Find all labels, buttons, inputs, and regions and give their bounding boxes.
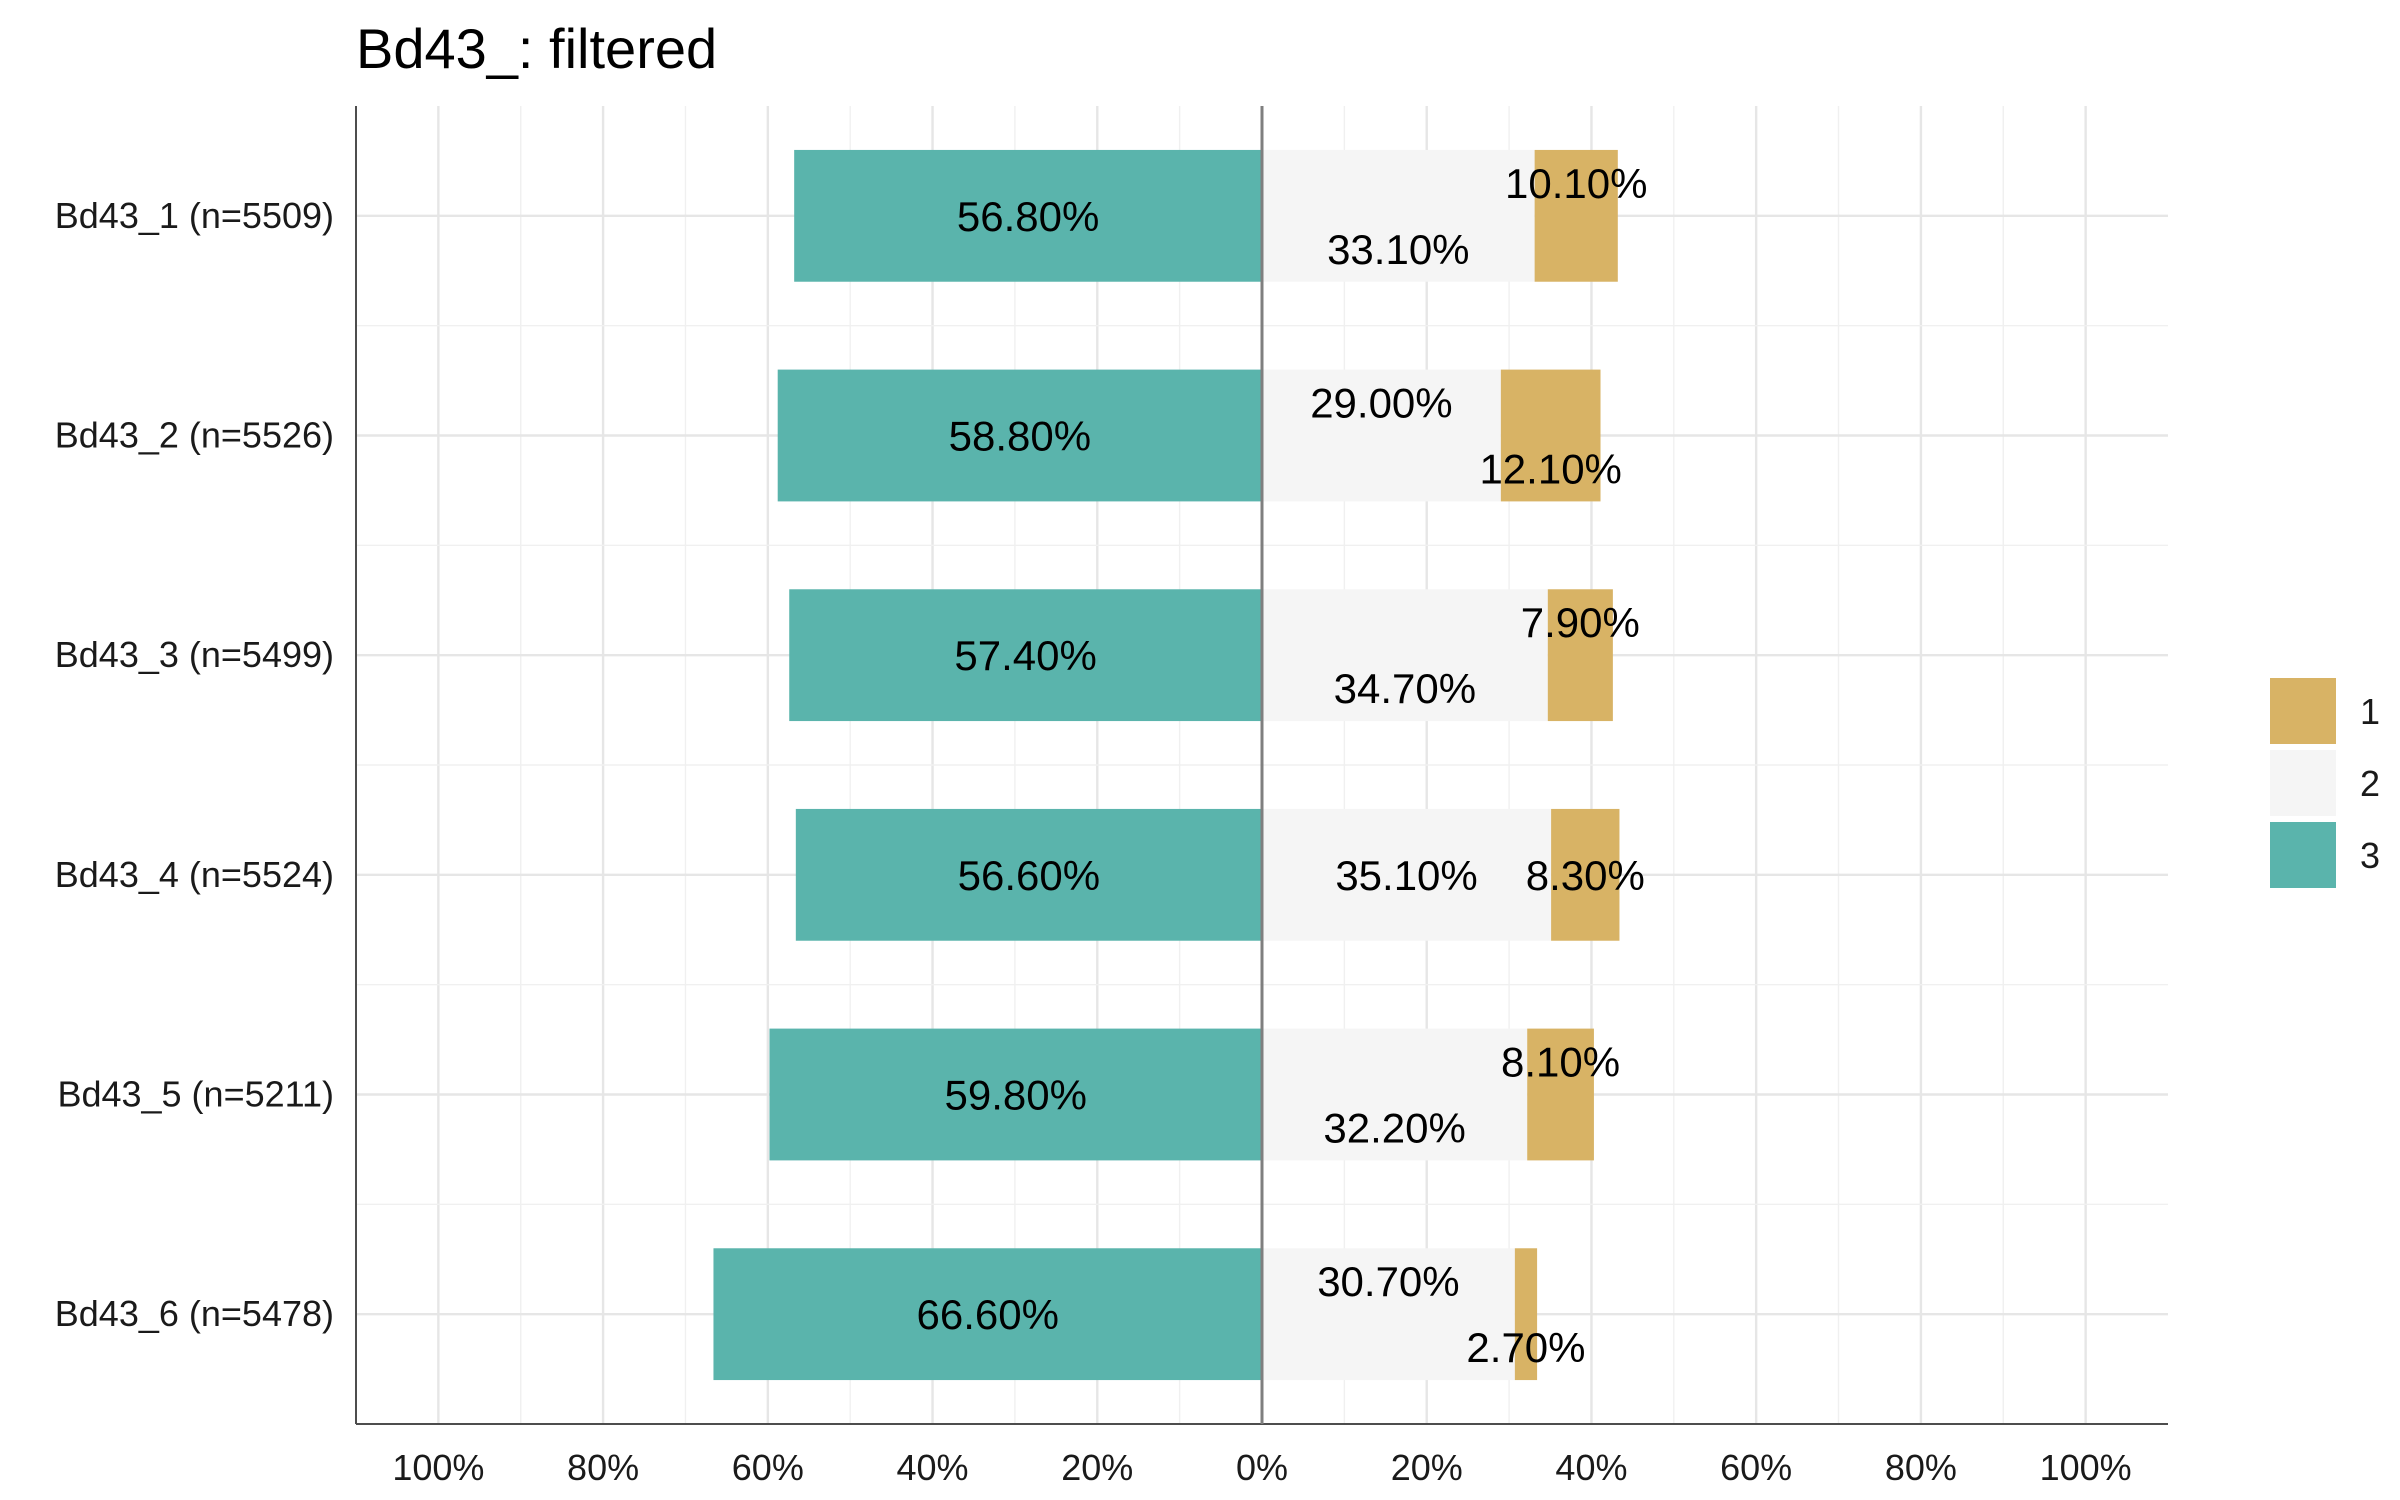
label-layer: 100% 80% 60% 40% 20% 0% 20% 40% 60% 80% 100% Bd43_1…	[55, 160, 2132, 1488]
data-label-series-3: 56.60%	[958, 852, 1100, 899]
bar-series-1	[1500, 369, 1601, 502]
legend-key-series-3	[2270, 822, 2336, 888]
y-category-label: Bd43_6 (n=5478)	[55, 1293, 334, 1334]
bar-series-1	[1514, 1248, 1538, 1381]
data-label-series-2: 30.70%	[1317, 1258, 1459, 1305]
data-label-series-3: 58.80%	[949, 413, 1091, 460]
bar-series-3	[795, 808, 1262, 941]
x-tick-label: 100%	[392, 1447, 484, 1488]
bar-series-2	[1262, 1248, 1515, 1381]
bar-series-1	[1551, 808, 1620, 941]
data-label-series-1: 12.10%	[1479, 446, 1621, 493]
y-category-label: Bd43_2 (n=5526)	[55, 415, 334, 456]
bar-series-1	[1534, 149, 1618, 282]
data-label-series-1: 2.70%	[1466, 1324, 1585, 1371]
bar-series-2	[1262, 808, 1552, 941]
data-label-series-2: 34.70%	[1334, 665, 1476, 712]
bar-series-3	[713, 1248, 1262, 1381]
data-label-series-1: 8.30%	[1526, 852, 1645, 899]
x-tick-label: 60%	[732, 1447, 804, 1488]
bar-series-2	[1262, 149, 1535, 282]
bar-series-3	[794, 149, 1262, 282]
bar-layer	[713, 149, 1620, 1381]
x-tick-label: 20%	[1391, 1447, 1463, 1488]
data-label-series-3: 57.40%	[954, 632, 1096, 679]
legend-label-series-1: 1	[2360, 691, 2380, 732]
data-label-series-3: 56.80%	[957, 193, 1099, 240]
bar-series-3	[769, 1028, 1262, 1161]
data-label-series-1: 7.90%	[1521, 599, 1640, 646]
legend-label-series-3: 3	[2360, 835, 2380, 876]
bar-series-1	[1527, 1028, 1594, 1161]
axis-layer	[355, 106, 2168, 1425]
x-tick-label: 100%	[2040, 1447, 2132, 1488]
bar-series-3	[789, 589, 1262, 722]
chart-title: Bd43_: filtered	[356, 17, 718, 80]
data-label-series-3: 59.80%	[945, 1072, 1087, 1119]
x-tick-label: 40%	[1555, 1447, 1627, 1488]
bar-series-2	[1262, 369, 1501, 502]
legend-key-series-1	[2270, 678, 2336, 744]
bar-series-2	[1262, 589, 1548, 722]
x-tick-label: 60%	[1720, 1447, 1792, 1488]
data-label-series-1: 10.10%	[1505, 160, 1647, 207]
x-tick-label: 40%	[897, 1447, 969, 1488]
bar-series-1	[1547, 589, 1613, 722]
legend-key-series-2	[2270, 750, 2336, 816]
legend-label-series-2: 2	[2360, 763, 2380, 804]
y-category-label: Bd43_4 (n=5524)	[55, 854, 334, 895]
y-category-label: Bd43_5 (n=5211)	[57, 1074, 334, 1115]
y-category-label: Bd43_1 (n=5509)	[55, 195, 334, 236]
x-tick-label: 0%	[1236, 1447, 1288, 1488]
data-label-series-2: 35.10%	[1335, 852, 1477, 899]
legend-layer: 1 2 3	[2270, 678, 2380, 888]
data-label-series-1: 8.10%	[1501, 1039, 1620, 1086]
x-tick-label: 80%	[1885, 1447, 1957, 1488]
data-label-series-3: 66.60%	[917, 1291, 1059, 1338]
x-tick-label: 20%	[1061, 1447, 1133, 1488]
y-category-label: Bd43_3 (n=5499)	[55, 634, 334, 675]
bar-series-3	[777, 369, 1262, 502]
data-label-series-2: 29.00%	[1310, 380, 1452, 427]
x-tick-label: 80%	[567, 1447, 639, 1488]
bar-series-2	[1262, 1028, 1528, 1161]
data-label-series-2: 33.10%	[1327, 226, 1469, 273]
data-label-series-2: 32.20%	[1323, 1105, 1465, 1152]
